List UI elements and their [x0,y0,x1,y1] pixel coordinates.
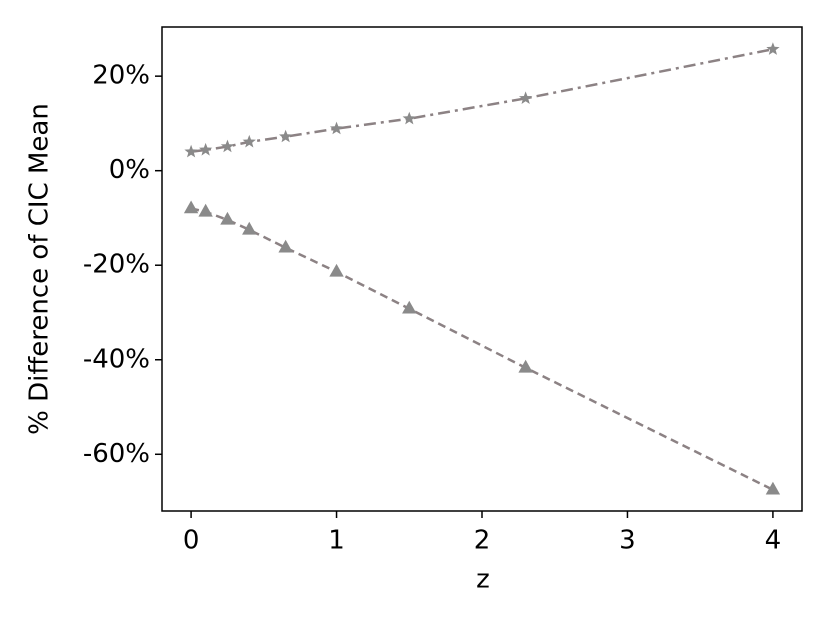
x-tick-label: 1 [328,526,345,556]
marker [329,121,344,135]
marker [278,239,293,253]
series-line [190,47,774,154]
x-axis-label: z [476,565,490,595]
y-axis-label: % Difference of CIC Mean [25,103,55,435]
marker [242,134,256,148]
marker [329,263,344,277]
x-tick-label: 4 [765,526,782,556]
plot-frame [161,26,803,512]
marker [766,42,780,55]
marker [519,91,533,104]
marker [402,111,416,125]
series-line [190,207,774,491]
marker [183,200,199,214]
marker [242,221,257,235]
y-tick-label: 0% [109,155,150,185]
y-tick-label: -60% [83,439,150,469]
marker [220,139,235,153]
y-tick-label: -40% [83,344,150,374]
marker [518,359,533,373]
marker [765,481,781,495]
marker [199,142,213,156]
x-tick-label: 0 [183,526,200,556]
marker [279,129,293,143]
x-tick-label: 3 [619,526,636,556]
y-tick-label: 20% [92,61,150,91]
marker [184,144,198,158]
x-tick-label: 2 [474,526,491,556]
marker [220,211,235,225]
marker [198,203,213,217]
marker [402,300,417,314]
y-tick-label: -20% [83,250,150,280]
